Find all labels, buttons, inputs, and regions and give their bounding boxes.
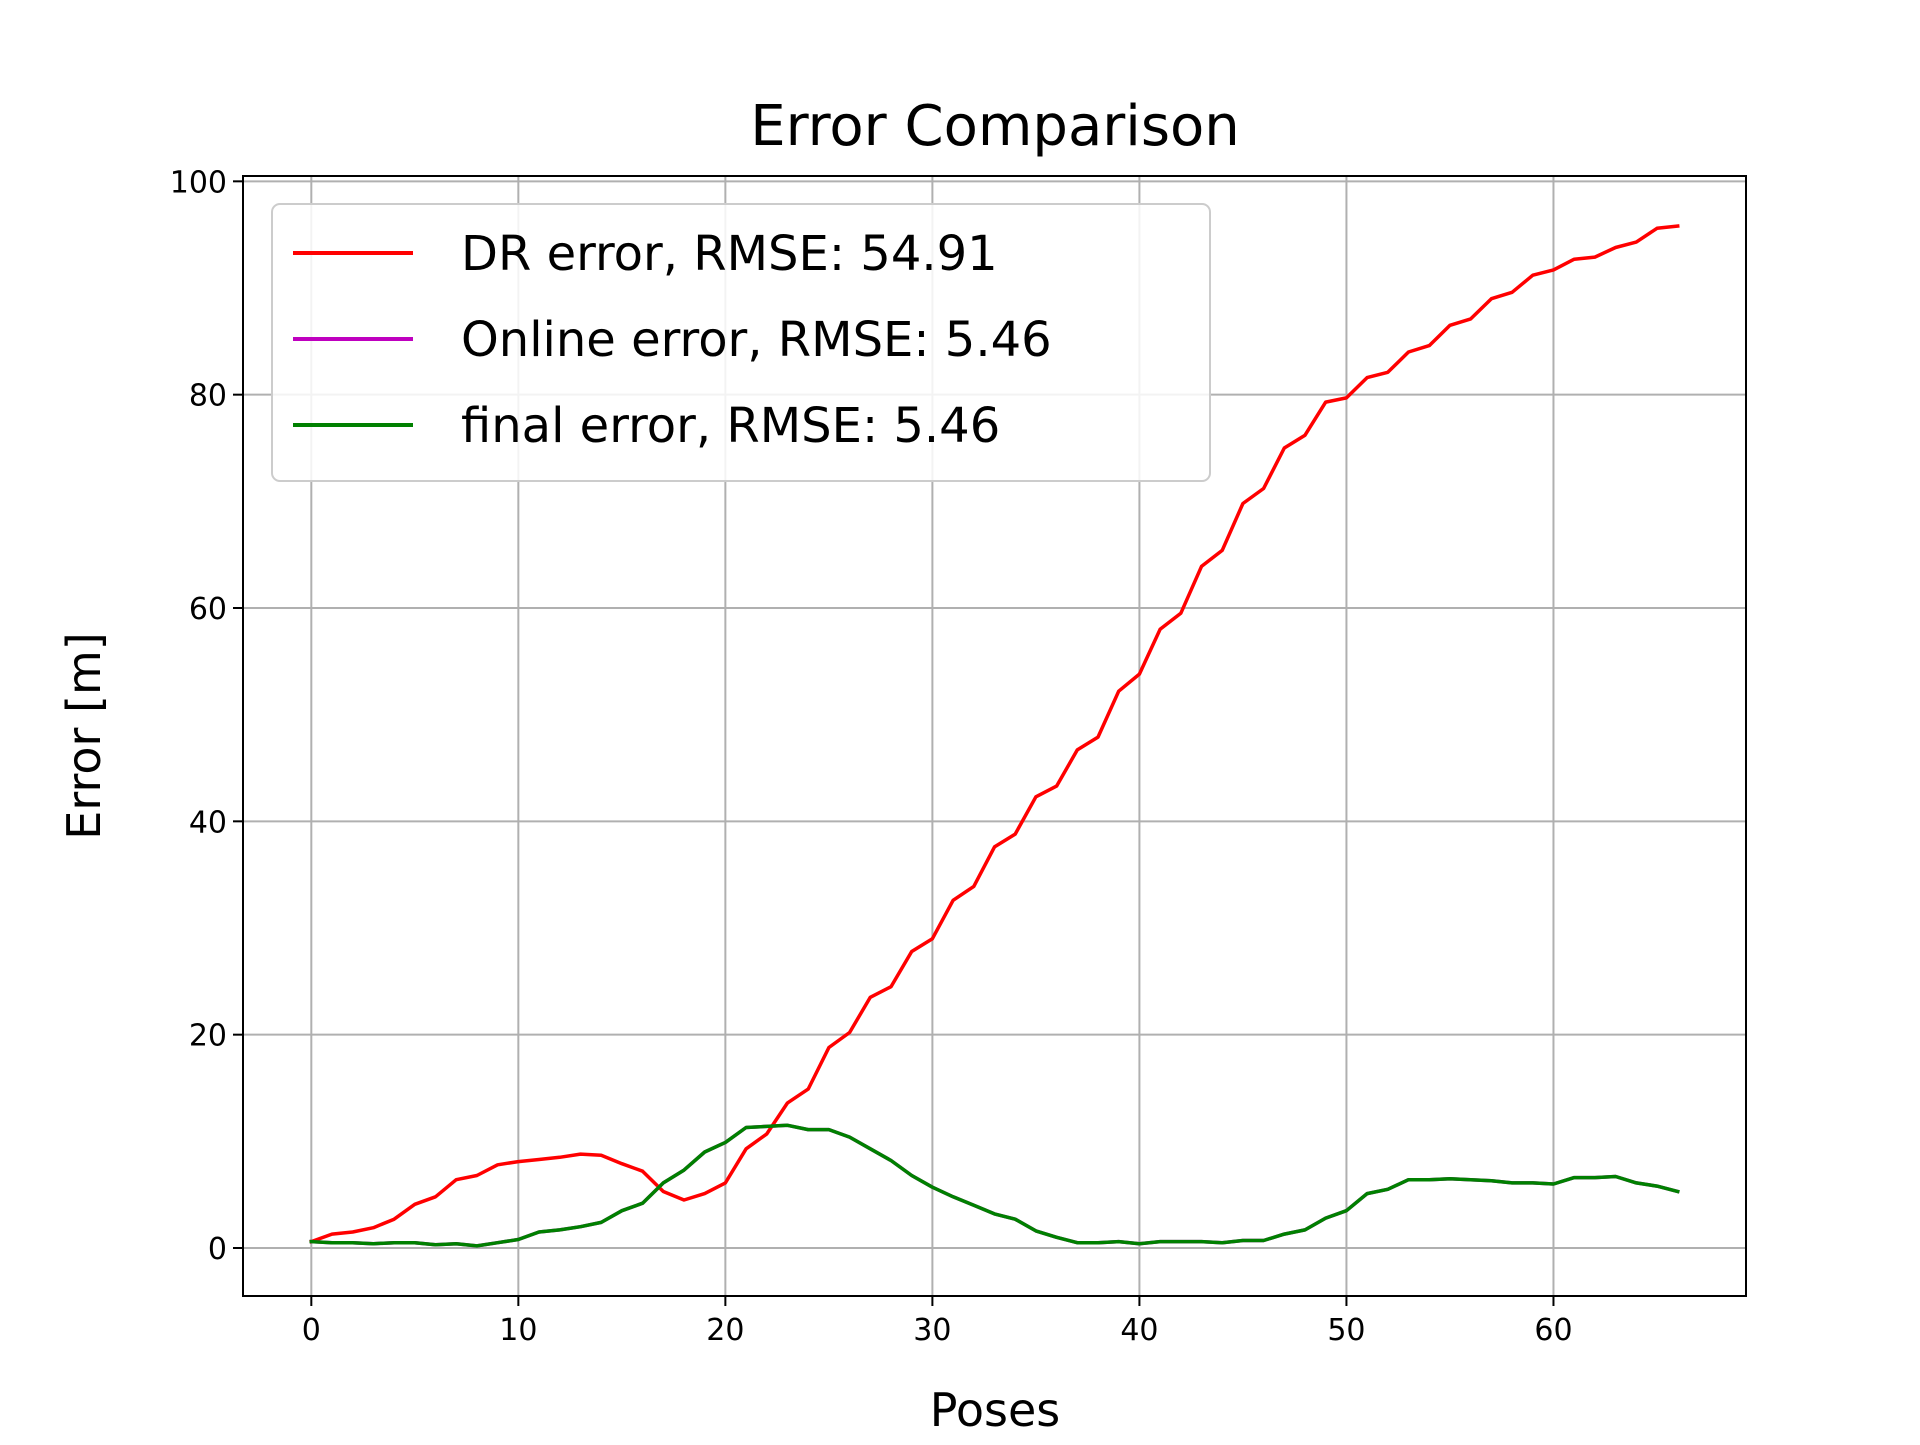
y-tick-label: 0 [208, 1232, 227, 1267]
y-axis-title: Error [m] [57, 632, 111, 839]
x-tick-label: 50 [1327, 1313, 1365, 1348]
series-line-1 [309, 1123, 1680, 1248]
x-tick-label: 0 [302, 1313, 321, 1348]
legend-box [271, 203, 1211, 482]
x-axis-title: Poses [930, 1383, 1060, 1437]
axis-ticks: 0 10 20 30 40 50 60 0 20 40 60 80 100 [170, 165, 1573, 1348]
series-lines [309, 224, 1680, 1248]
x-tick-label: 30 [913, 1313, 951, 1348]
x-tick-label: 10 [499, 1313, 537, 1348]
series-line-2 [309, 1123, 1680, 1248]
legend-label-0: DR error, RMSE: 54.91 [461, 226, 998, 282]
y-tick-label: 100 [170, 165, 227, 200]
y-tick-label: 40 [189, 805, 227, 840]
legend-label-1: Online error, RMSE: 5.46 [461, 312, 1052, 368]
x-tick-label: 60 [1534, 1313, 1572, 1348]
plot-frame [242, 175, 1747, 1297]
y-tick-label: 80 [189, 379, 227, 414]
legend: DR error, RMSE: 54.91 Online error, RMSE:… [271, 203, 1211, 482]
chart-title: Error Comparison [750, 94, 1240, 159]
x-tick-label: 20 [706, 1313, 744, 1348]
y-tick-label: 20 [189, 1019, 227, 1054]
legend-label-2: final error, RMSE: 5.46 [461, 398, 1000, 454]
series-line-0 [309, 224, 1680, 1244]
y-tick-label: 60 [189, 592, 227, 627]
x-tick-label: 40 [1120, 1313, 1158, 1348]
